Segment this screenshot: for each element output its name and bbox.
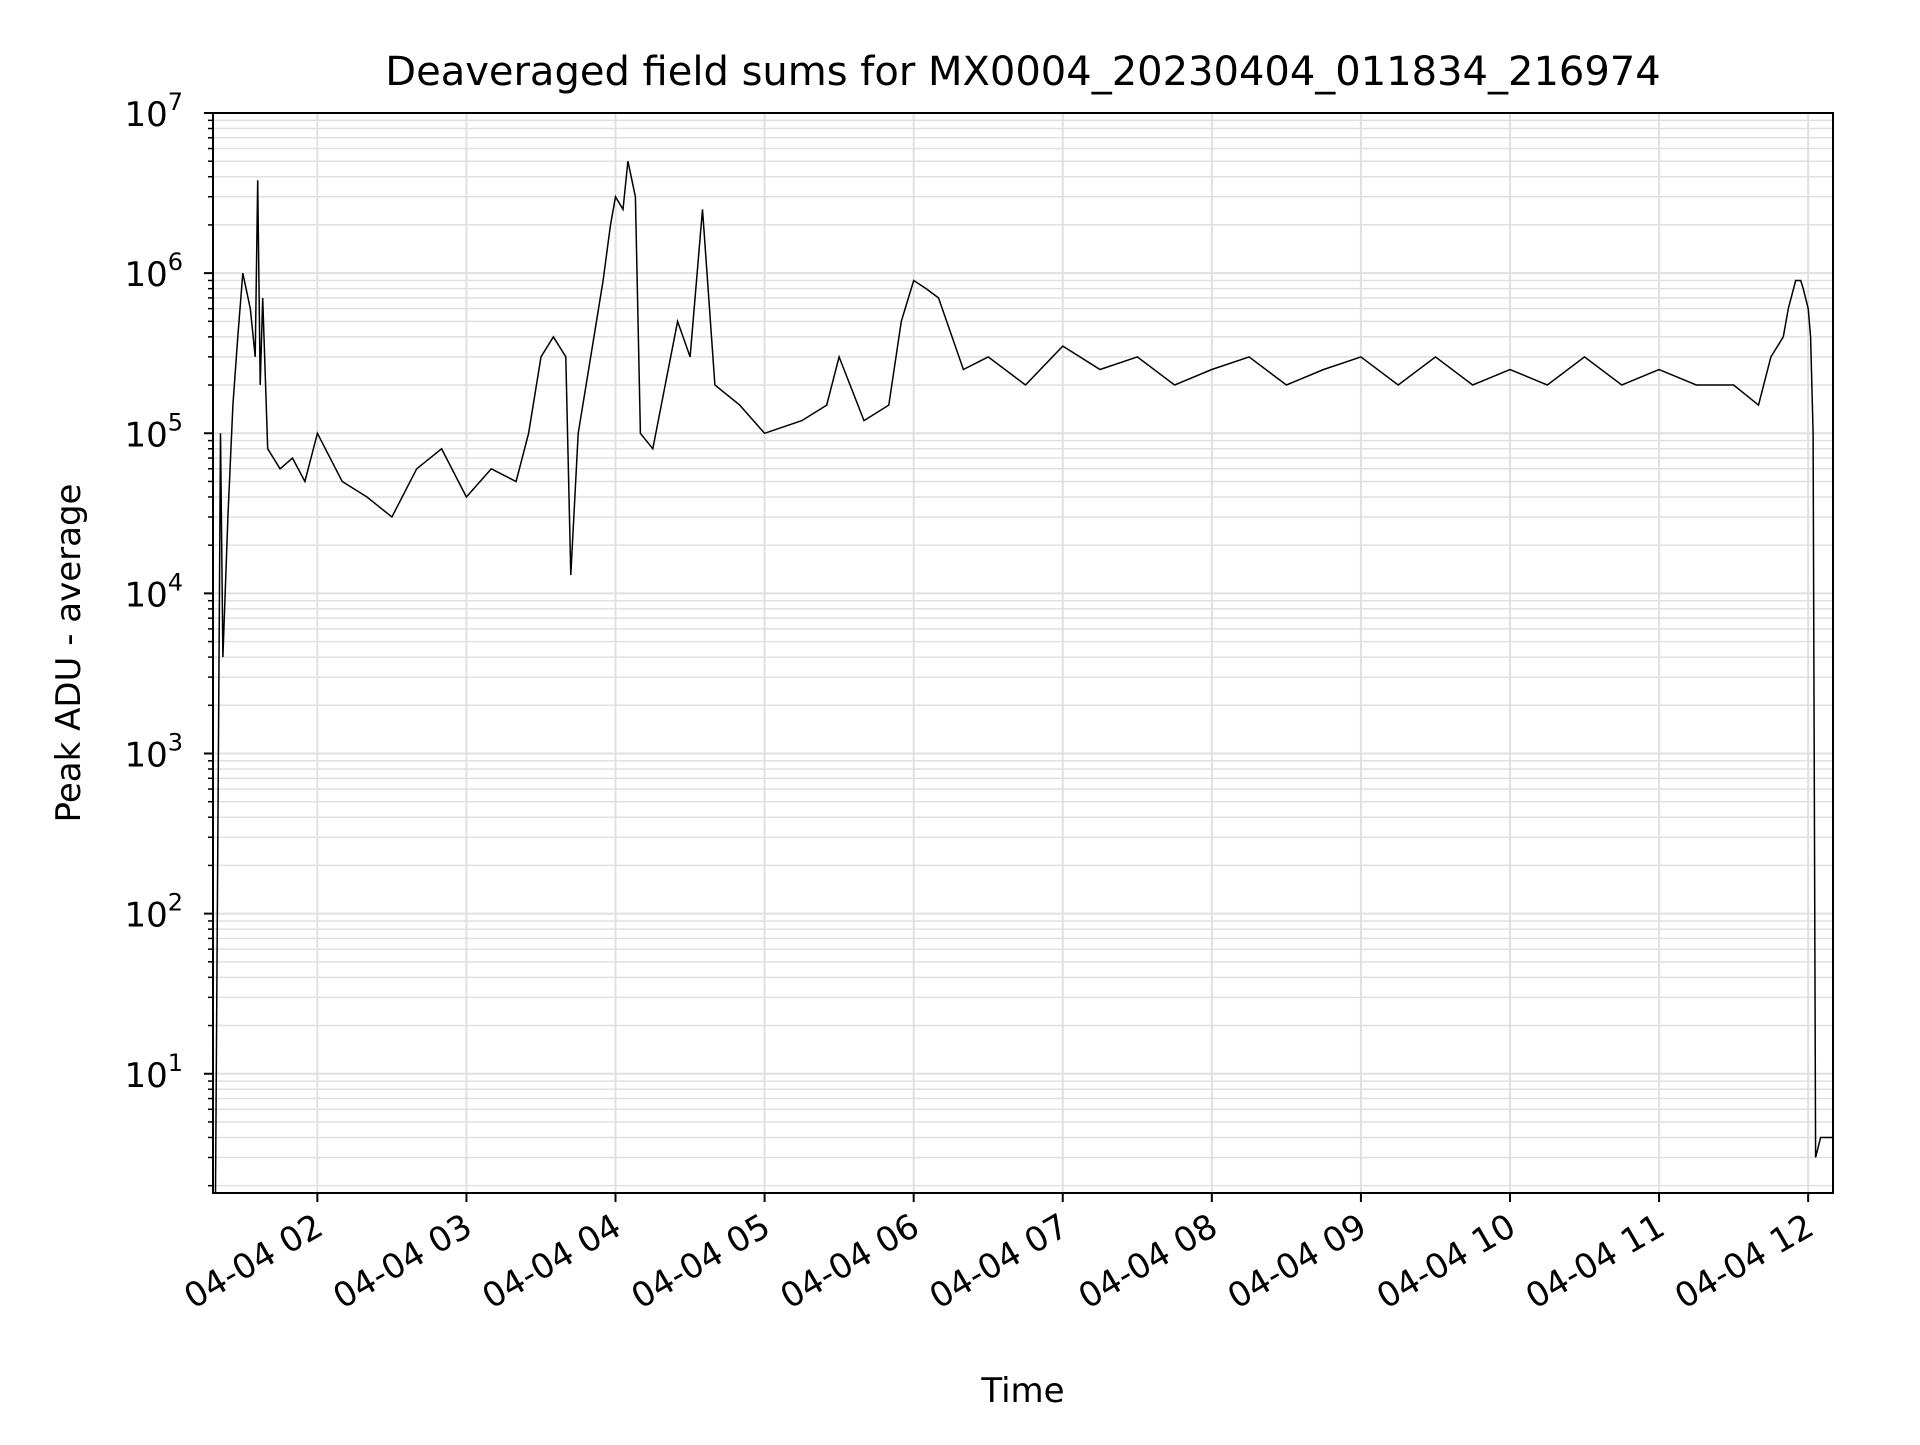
x-tick-label: 04-04 12 bbox=[1668, 1206, 1820, 1317]
x-tick-label: 04-04 05 bbox=[625, 1206, 777, 1317]
x-tick-label: 04-04 11 bbox=[1519, 1206, 1671, 1317]
x-axis-label: Time bbox=[980, 1371, 1064, 1411]
y-tick-label: 107 bbox=[124, 88, 183, 135]
plot-frame bbox=[212, 112, 1834, 1194]
x-tick-label: 04-04 08 bbox=[1072, 1206, 1224, 1317]
y-tick-label: 106 bbox=[124, 248, 183, 295]
x-tick-label: 04-04 10 bbox=[1370, 1206, 1522, 1317]
plot-area bbox=[214, 161, 1833, 1194]
x-tick-label: 04-04 09 bbox=[1221, 1206, 1373, 1317]
y-tick-label: 104 bbox=[124, 568, 183, 615]
y-axis-label: Peak ADU - average bbox=[49, 484, 89, 823]
x-tick-label: 04-04 07 bbox=[923, 1206, 1075, 1317]
grid bbox=[213, 112, 1833, 1193]
y-axis: 101 102 103 104 105 106 107 bbox=[124, 88, 213, 1187]
series-line-0 bbox=[214, 161, 1833, 1194]
y-tick-label: 101 bbox=[124, 1049, 183, 1096]
x-tick-label: 04-04 04 bbox=[476, 1206, 628, 1317]
chart-title: Deaveraged field sums for MX0004_2023040… bbox=[385, 49, 1660, 95]
y-tick-label: 105 bbox=[124, 408, 183, 455]
y-tick-label: 103 bbox=[124, 729, 183, 776]
x-tick-label: 04-04 06 bbox=[774, 1206, 926, 1317]
x-tick-label: 04-04 02 bbox=[177, 1206, 329, 1317]
x-tick-label: 04-04 03 bbox=[327, 1206, 479, 1317]
y-tick-label: 102 bbox=[124, 889, 183, 936]
